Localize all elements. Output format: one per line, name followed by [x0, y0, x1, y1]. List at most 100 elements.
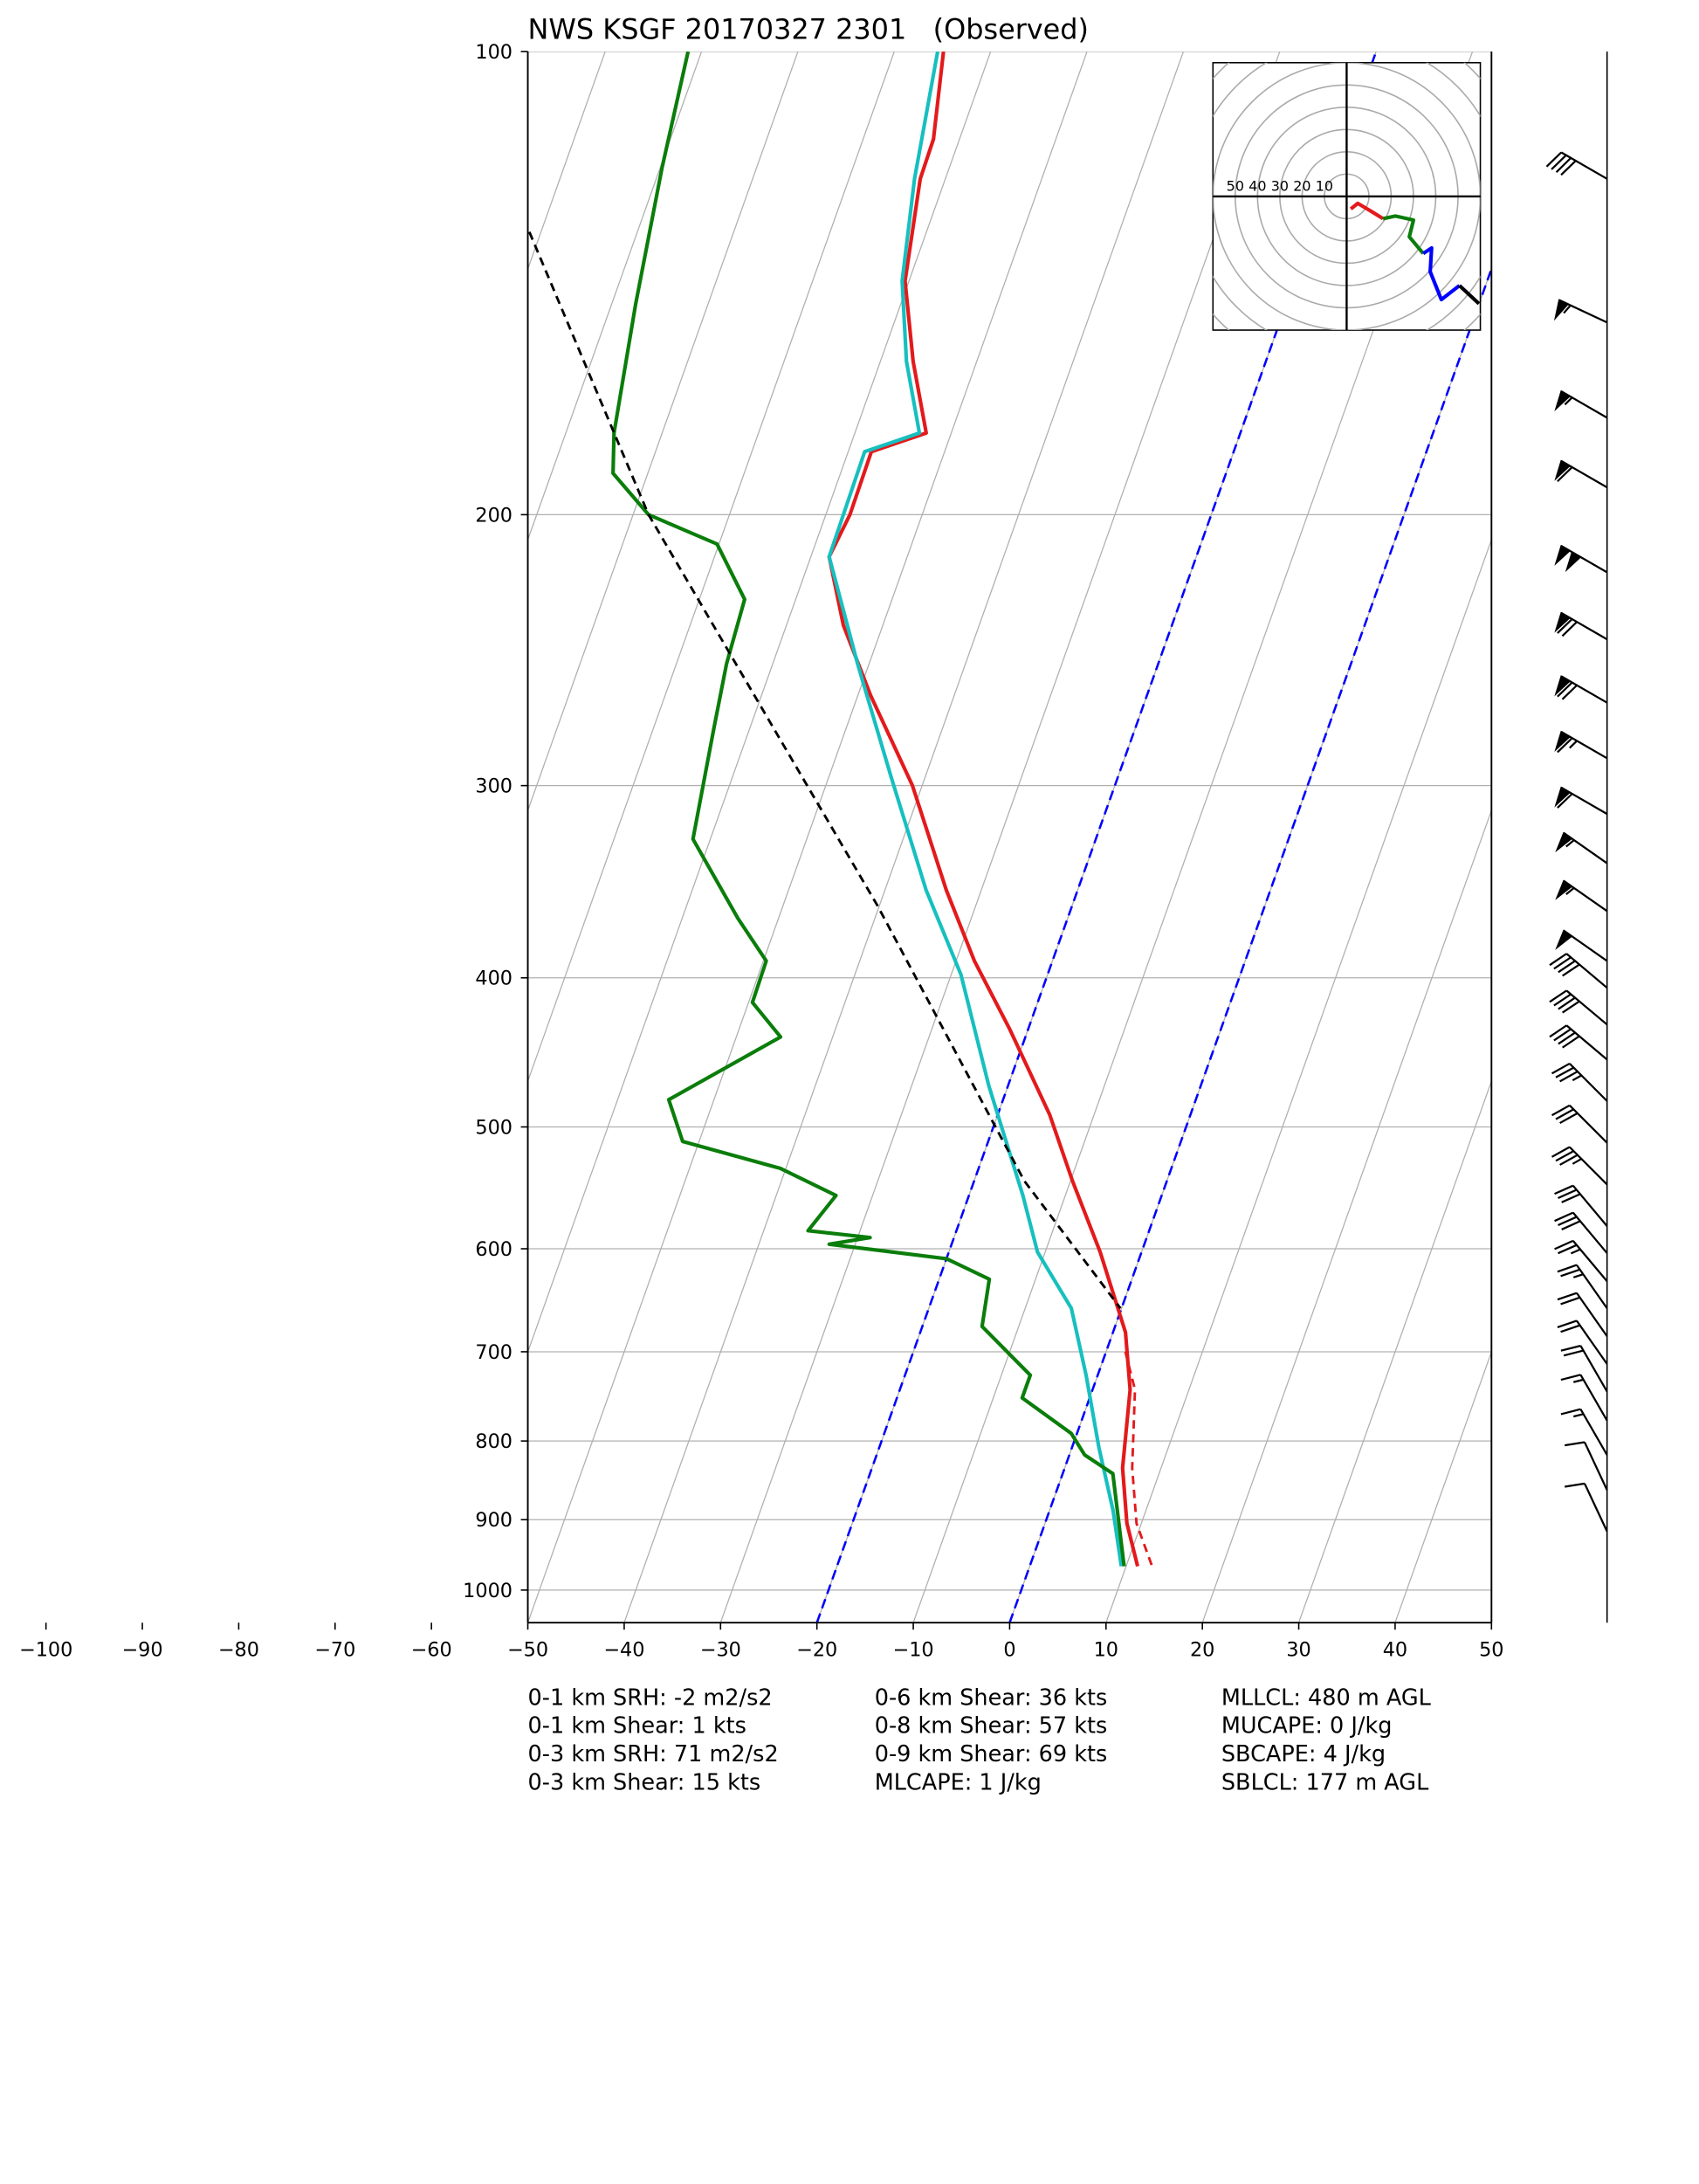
y-tick-label: 100	[475, 41, 512, 64]
wind-barb	[1555, 831, 1608, 865]
hodograph-plot: 50 40 30 20 10	[1213, 62, 1481, 331]
stat-line: SBCAPE: 4 J/kg	[1221, 1741, 1386, 1767]
isotherm	[527, 52, 1088, 1623]
wind-barb	[1560, 1345, 1608, 1393]
isotherm	[1297, 1079, 1492, 1623]
barb-flag	[1554, 730, 1572, 753]
barb-staff	[1557, 1319, 1608, 1365]
barb-staff	[1557, 1264, 1608, 1309]
x-tick-label: −90	[121, 1638, 162, 1661]
barb-flag	[1555, 929, 1573, 950]
y-tick-label: 200	[475, 504, 512, 527]
barb-staff	[1560, 1408, 1608, 1456]
wind-barb	[1565, 1482, 1608, 1533]
x-tick-label: 0	[1003, 1638, 1015, 1661]
wind-barb	[1555, 929, 1608, 962]
stat-line: SBLCL: 177 m AGL	[1221, 1769, 1429, 1795]
wind-barbs	[1545, 52, 1608, 1623]
x-tick-label: −50	[507, 1638, 548, 1661]
hodograph-line	[1382, 214, 1425, 255]
wind-barb	[1553, 299, 1608, 324]
x-tick-label: 40	[1383, 1638, 1407, 1661]
barb-staff	[1560, 1345, 1608, 1393]
wind-barb	[1551, 1146, 1608, 1186]
barb-flag	[1555, 831, 1573, 853]
wind-barb	[1554, 459, 1608, 489]
y-tick-label: 600	[475, 1238, 512, 1261]
wind-barb	[1557, 1264, 1608, 1309]
isotherm	[623, 52, 1185, 1623]
barb-staff	[1551, 1062, 1608, 1102]
wind-barb	[1554, 786, 1608, 816]
grid	[527, 52, 1492, 1623]
stat-line: 0-1 km Shear: 1 kts	[528, 1713, 746, 1740]
wind-barb	[1549, 1024, 1608, 1061]
profile-line	[527, 231, 1122, 1310]
stat-line: MLCAPE: 1 J/kg	[875, 1769, 1042, 1795]
isotherm	[527, 52, 895, 1084]
wind-barb	[1554, 1211, 1608, 1254]
stat-line: MLLCL: 480 m AGL	[1221, 1685, 1432, 1711]
isotherm	[527, 52, 799, 812]
barb-staff	[1554, 1239, 1608, 1282]
barb-staff	[1549, 953, 1608, 989]
isotherm	[1201, 809, 1492, 1623]
hodograph-line	[1458, 284, 1481, 306]
barb-staff	[1545, 151, 1608, 180]
stat-line: 0-3 km Shear: 15 kts	[528, 1769, 761, 1795]
wind-barb	[1557, 1292, 1608, 1337]
hodograph-ring-label: 10	[1316, 178, 1333, 195]
wind-barb	[1555, 879, 1608, 913]
isotherm	[719, 52, 1281, 1623]
stat-line: MUCAPE: 0 J/kg	[1221, 1713, 1393, 1740]
y-tick-label: 700	[475, 1341, 512, 1364]
hodograph-ring-label: 30	[1271, 178, 1289, 195]
hodograph: 50 40 30 20 10	[1212, 61, 1482, 331]
hodograph-line	[1422, 245, 1461, 302]
x-tick-label: 20	[1190, 1638, 1214, 1661]
barb-staff	[1560, 1374, 1608, 1422]
stats: 0-1 km SRH: -2 m2/s20-1 km Shear: 1 kts0…	[528, 1685, 1432, 1795]
y-tick-label: 300	[475, 775, 512, 798]
wind-barb	[1549, 953, 1608, 989]
wind-barb	[1565, 1441, 1608, 1491]
barb-flag	[1553, 299, 1570, 321]
x-tick-label: 30	[1286, 1638, 1310, 1661]
x-tick-label: −80	[218, 1638, 259, 1661]
wind-barb	[1549, 989, 1608, 1026]
hodograph-ring-label: 50	[1227, 178, 1244, 195]
x-tick-label: −10	[892, 1638, 933, 1661]
wind-barb	[1554, 544, 1608, 574]
hodograph-ring-label: 40	[1248, 178, 1266, 195]
barb-flag	[1554, 459, 1572, 481]
stat-line: 0-3 km SRH: 71 m2/s2	[528, 1741, 779, 1767]
wind-barb	[1554, 1239, 1608, 1282]
x-tick-label: −60	[411, 1638, 452, 1661]
hodograph-ring-label: 20	[1293, 178, 1310, 195]
barb-staff	[1551, 1104, 1608, 1144]
highlight-isotherm	[815, 52, 1378, 1623]
profile-line	[1124, 1351, 1153, 1567]
isotherm	[1394, 1350, 1492, 1623]
x-tick-label: 10	[1094, 1638, 1118, 1661]
stat-line: 0-9 km Shear: 69 kts	[875, 1741, 1108, 1767]
barb-staff	[1549, 1024, 1608, 1061]
wind-barb	[1554, 730, 1608, 760]
x-tick-label: −40	[603, 1638, 644, 1661]
wind-barb	[1557, 1319, 1608, 1365]
barb-flag	[1554, 389, 1572, 412]
barb-flag	[1555, 879, 1573, 900]
barb-staff	[1551, 1146, 1608, 1186]
y-tick-label: 800	[475, 1430, 512, 1453]
wind-barb	[1560, 1408, 1608, 1456]
highlight-isotherm	[1008, 265, 1492, 1623]
x-tick-label: −30	[700, 1638, 741, 1661]
y-tick-label: 1000	[463, 1580, 512, 1602]
wind-barb	[1554, 1184, 1608, 1227]
wind-barb	[1554, 611, 1608, 641]
wind-barb	[1545, 151, 1608, 180]
